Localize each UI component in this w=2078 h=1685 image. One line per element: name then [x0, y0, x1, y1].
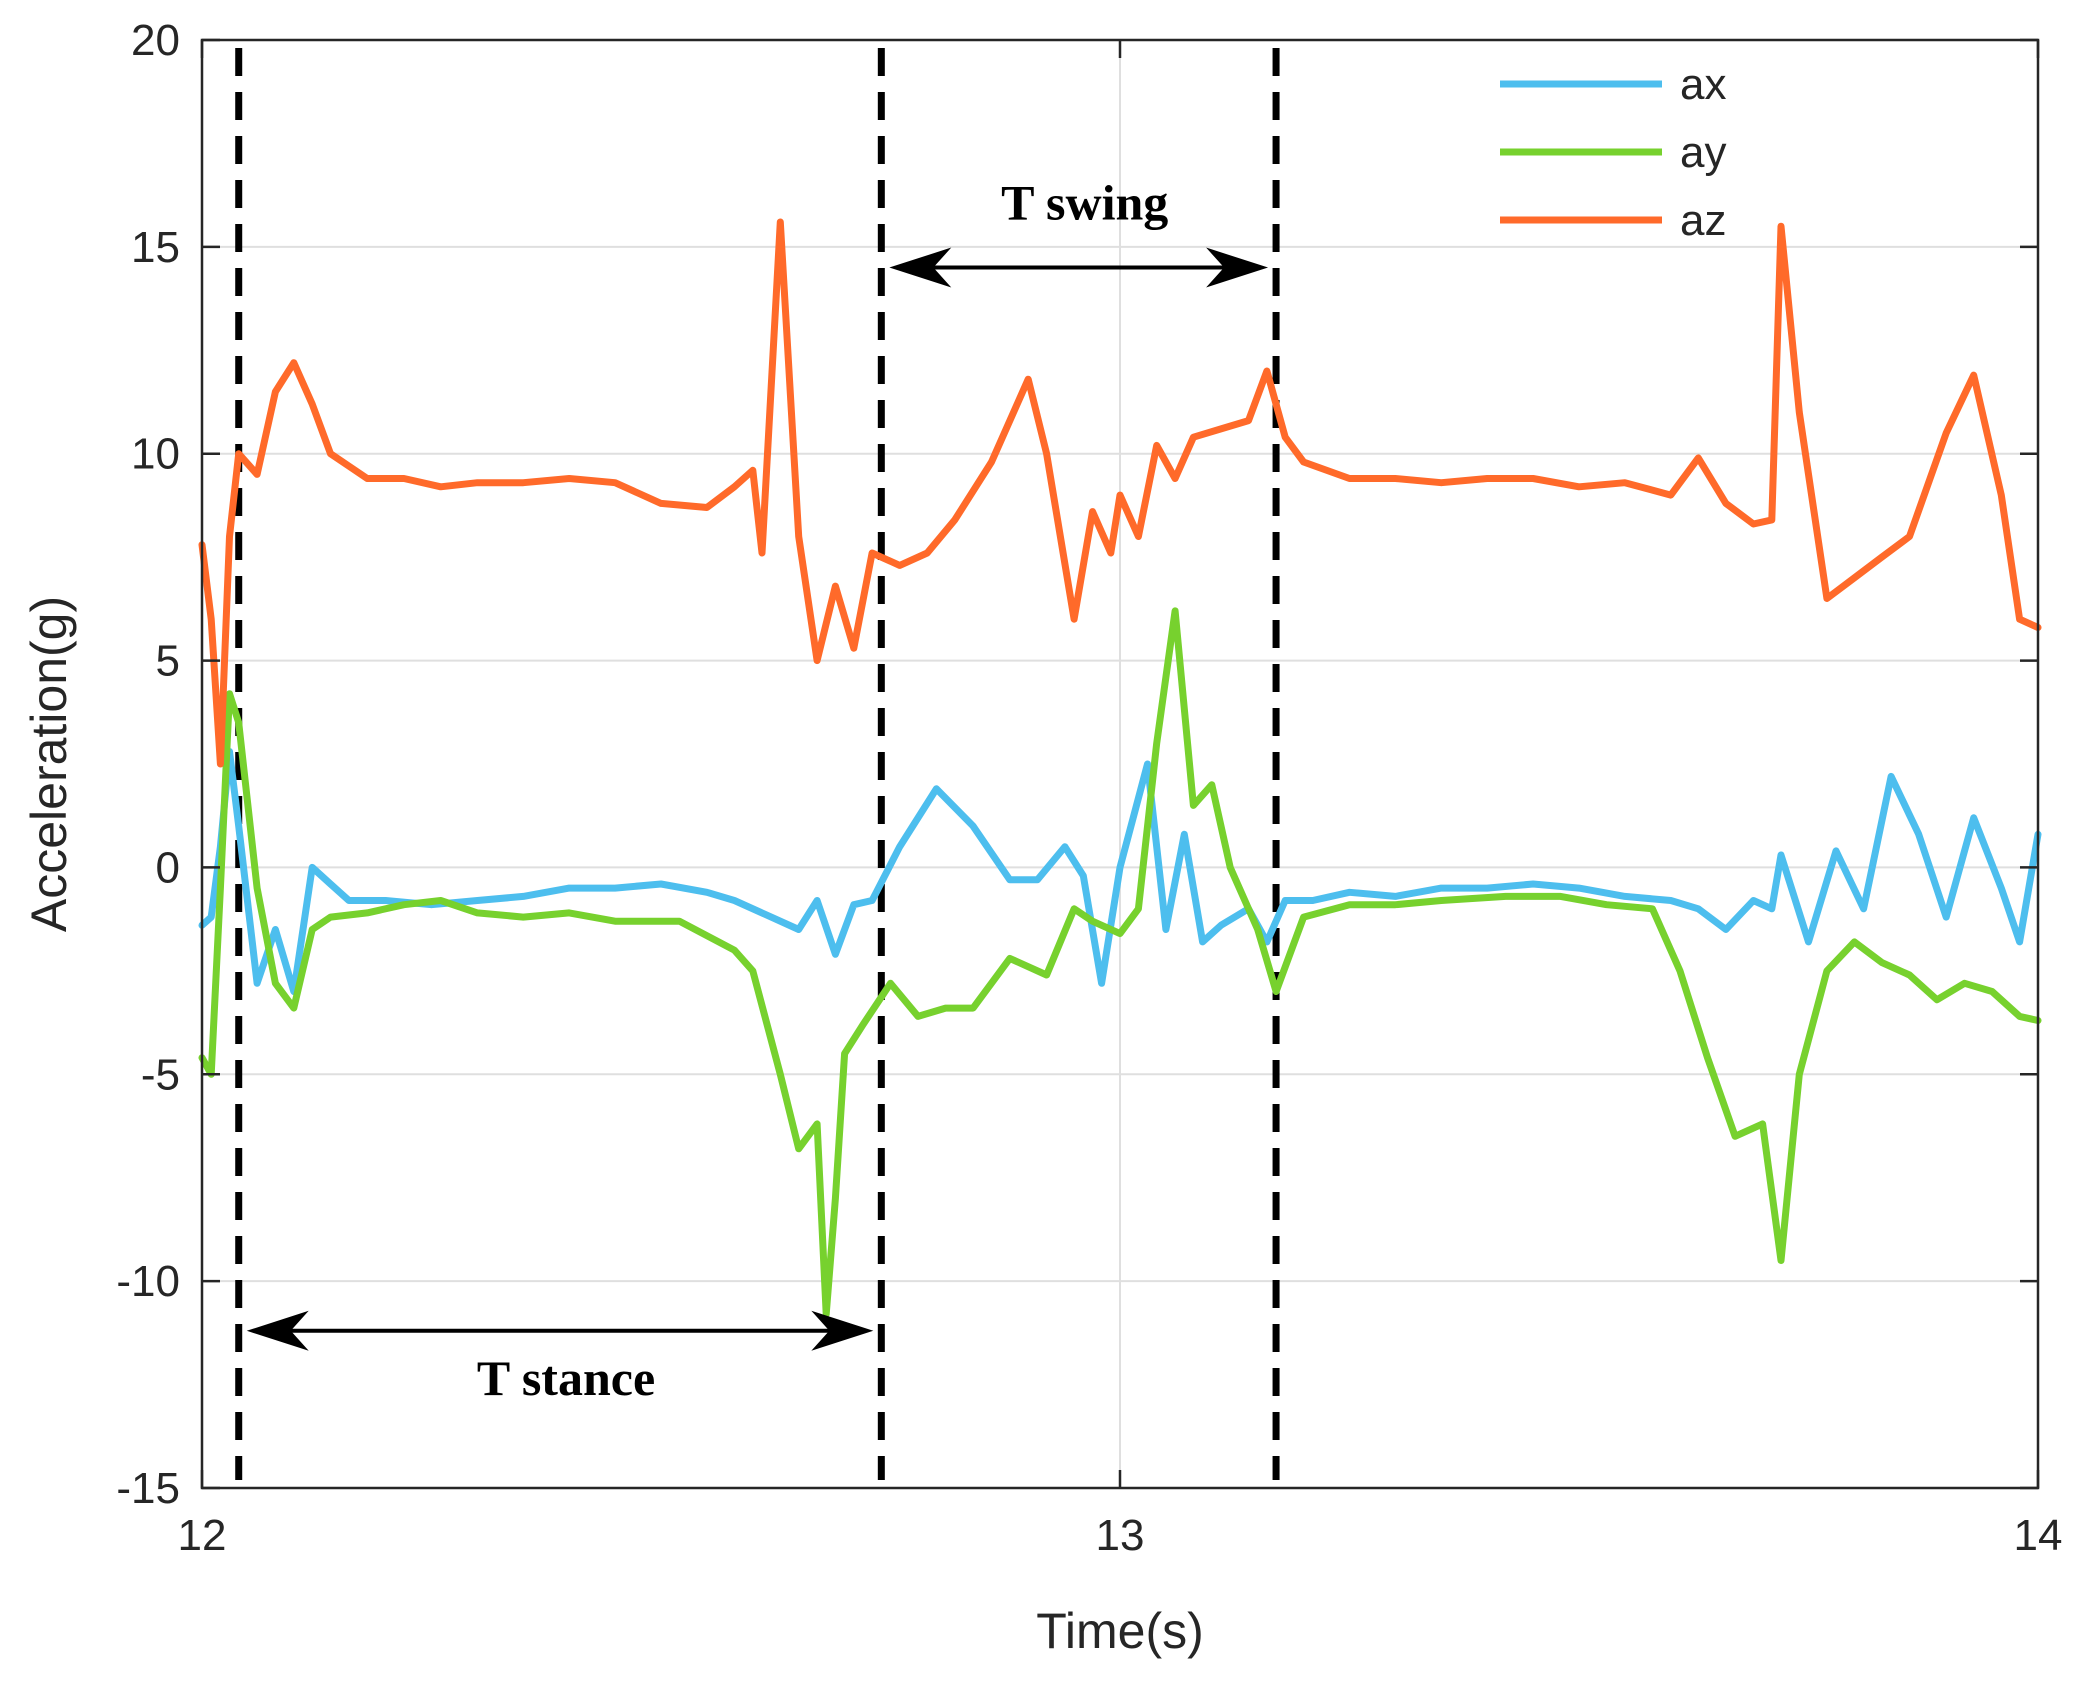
y-tick-label: -10	[116, 1257, 180, 1306]
y-tick-label: 20	[131, 16, 180, 65]
x-axis-label: Time(s)	[1036, 1603, 1204, 1659]
y-axis-label: Acceleration(g)	[21, 596, 77, 932]
x-tick-label: 12	[178, 1511, 227, 1560]
series-lines	[198, 218, 2042, 1318]
legend-label-az: az	[1680, 196, 1726, 245]
series-line-az	[198, 218, 2042, 768]
y-tick-label: 0	[156, 843, 180, 892]
annotation-label: T swing	[1001, 175, 1168, 231]
annotation-arrowhead-left	[889, 247, 952, 288]
axes	[200, 38, 2040, 1490]
x-tick-label: 14	[2014, 1511, 2063, 1560]
x-tick-label: 13	[1096, 1511, 1145, 1560]
y-tick-label: -5	[141, 1050, 180, 1099]
y-tick-label: 15	[131, 223, 180, 272]
series-line-ax	[198, 748, 2042, 995]
legend-label-ay: ay	[1680, 128, 1726, 177]
annotations: T stance T swing	[246, 175, 1269, 1406]
legend-label-ax: ax	[1680, 60, 1726, 109]
y-tick-label: 10	[131, 430, 180, 479]
annotation-label: T stance	[477, 1350, 655, 1406]
reference-lines	[235, 48, 1280, 1480]
annotation-arrowhead-left	[246, 1310, 309, 1351]
y-tick-label: -15	[116, 1464, 180, 1513]
tick-labels: 12 13 14 -15 -10 -5 0 5 10 15 20	[116, 16, 2062, 1560]
annotation-arrowhead-right	[1206, 247, 1269, 288]
y-tick-label: 5	[156, 637, 180, 686]
series-line-ay	[198, 607, 2042, 1318]
legend: ax ay az	[1500, 60, 1726, 245]
annotation-arrowhead-right	[811, 1310, 874, 1351]
